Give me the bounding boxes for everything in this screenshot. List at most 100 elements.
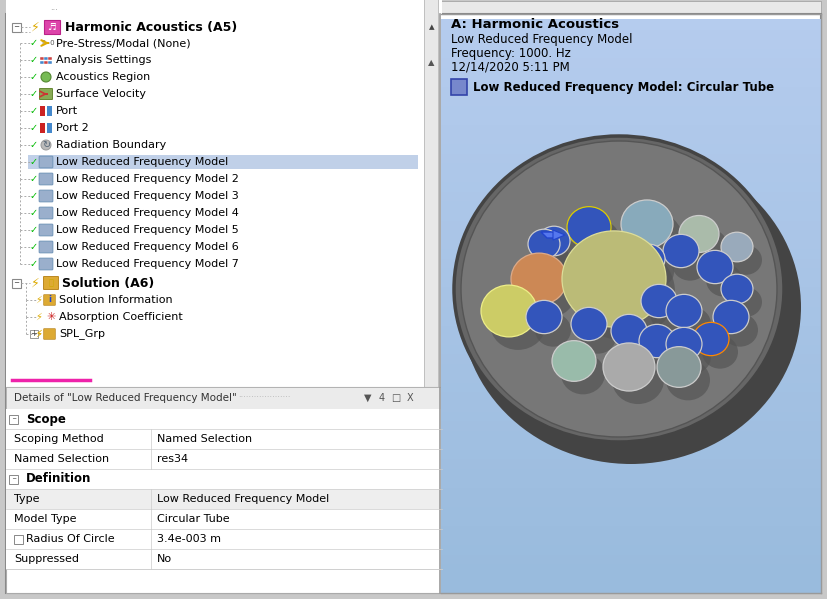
Ellipse shape — [639, 324, 675, 358]
Text: Scoping Method: Scoping Method — [14, 434, 103, 444]
Bar — [6, 1, 821, 14]
Ellipse shape — [537, 242, 569, 272]
Ellipse shape — [571, 244, 675, 340]
Ellipse shape — [621, 200, 673, 248]
Bar — [441, 392, 821, 402]
FancyBboxPatch shape — [39, 156, 53, 168]
Text: ✳: ✳ — [46, 312, 55, 322]
Ellipse shape — [567, 207, 611, 247]
Bar — [441, 582, 821, 593]
Ellipse shape — [630, 213, 682, 261]
Ellipse shape — [511, 253, 567, 305]
Ellipse shape — [580, 320, 616, 353]
Text: Solution Information: Solution Information — [59, 295, 173, 305]
Bar — [441, 95, 821, 106]
Ellipse shape — [663, 234, 699, 268]
Text: ✓: ✓ — [30, 38, 38, 48]
Text: SPL_Grp: SPL_Grp — [59, 328, 105, 340]
Ellipse shape — [561, 353, 605, 394]
Bar — [441, 57, 821, 68]
Text: +: + — [31, 329, 37, 338]
Bar — [441, 48, 821, 58]
Bar — [441, 401, 821, 412]
Bar — [441, 134, 821, 144]
Bar — [441, 238, 821, 249]
Bar — [441, 86, 821, 96]
Bar — [441, 516, 821, 526]
Text: ✓: ✓ — [30, 208, 38, 218]
Bar — [441, 325, 821, 335]
Bar — [441, 258, 821, 268]
Bar — [441, 410, 821, 421]
Text: ⚡: ⚡ — [31, 20, 40, 34]
Text: Low Reduced Frequency Model 4: Low Reduced Frequency Model 4 — [56, 208, 239, 218]
Text: ▴: ▴ — [429, 22, 435, 32]
Circle shape — [41, 72, 51, 82]
Bar — [6, 409, 442, 429]
Bar — [48, 56, 51, 60]
Text: X: X — [407, 393, 414, 403]
Text: ✓: ✓ — [30, 259, 38, 269]
Bar — [441, 544, 821, 555]
Ellipse shape — [461, 141, 777, 437]
Bar — [28, 155, 418, 169]
Bar — [441, 210, 821, 220]
Ellipse shape — [528, 229, 560, 259]
Bar — [48, 60, 51, 64]
Ellipse shape — [481, 285, 537, 337]
Bar — [44, 60, 47, 64]
Bar — [441, 353, 821, 364]
Bar — [451, 79, 467, 95]
Bar — [441, 248, 821, 259]
Text: Named Selection: Named Selection — [157, 434, 252, 444]
Ellipse shape — [721, 274, 753, 304]
Bar — [6, 0, 442, 387]
Ellipse shape — [526, 300, 562, 334]
Ellipse shape — [706, 264, 742, 297]
Bar — [441, 373, 821, 383]
Text: Port: Port — [56, 106, 78, 116]
Ellipse shape — [730, 287, 762, 317]
Text: No: No — [157, 554, 172, 564]
Ellipse shape — [571, 307, 607, 341]
Text: ...: ... — [50, 4, 58, 13]
Ellipse shape — [650, 297, 686, 331]
Ellipse shape — [713, 300, 749, 334]
Bar — [441, 449, 821, 459]
FancyBboxPatch shape — [39, 207, 53, 219]
Text: ✓: ✓ — [30, 55, 38, 65]
Ellipse shape — [461, 150, 801, 464]
Bar — [441, 66, 821, 77]
Bar — [441, 220, 821, 230]
Text: T=0: T=0 — [40, 40, 55, 46]
Ellipse shape — [547, 239, 579, 269]
Ellipse shape — [657, 347, 701, 388]
Text: ▼: ▼ — [364, 393, 372, 403]
Text: □: □ — [391, 393, 400, 403]
Bar — [441, 439, 821, 450]
Bar — [441, 458, 821, 469]
Ellipse shape — [552, 341, 596, 382]
Text: 12/14/2020 5:11 PM: 12/14/2020 5:11 PM — [451, 60, 570, 74]
Bar — [441, 105, 821, 116]
Bar — [441, 143, 821, 154]
Bar — [6, 509, 442, 529]
Text: ─: ─ — [14, 280, 19, 286]
Ellipse shape — [620, 327, 656, 361]
Text: 3.4e-003 m: 3.4e-003 m — [157, 534, 221, 544]
Text: Surface Velocity: Surface Velocity — [56, 89, 146, 99]
Text: res34: res34 — [157, 454, 188, 464]
Bar — [441, 315, 821, 326]
Text: Model Type: Model Type — [14, 514, 77, 524]
Bar — [441, 76, 821, 87]
Bar — [6, 529, 442, 549]
Ellipse shape — [490, 298, 546, 350]
Polygon shape — [553, 230, 565, 240]
Bar — [441, 497, 821, 507]
Text: ✓: ✓ — [30, 89, 38, 99]
Ellipse shape — [538, 226, 570, 256]
Text: Suppressed: Suppressed — [14, 554, 79, 564]
Bar — [441, 468, 821, 479]
Bar — [424, 0, 438, 387]
Bar — [12, 279, 21, 288]
